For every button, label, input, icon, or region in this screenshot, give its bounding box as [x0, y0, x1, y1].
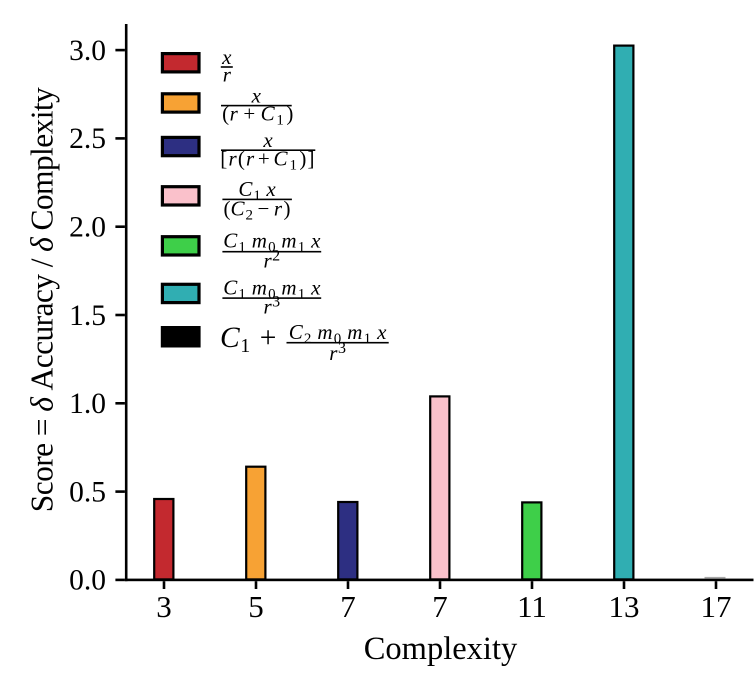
svg-text:2.5: 2.5	[69, 123, 106, 155]
svg-text:r2: r2	[263, 248, 280, 273]
svg-text:Complexity: Complexity	[364, 631, 518, 667]
svg-text:x: x	[251, 84, 262, 108]
svg-text:x: x	[262, 128, 273, 152]
svg-text:C1x: C1 x	[238, 177, 276, 204]
svg-text:0.5: 0.5	[69, 476, 106, 508]
svg-text:x: x	[221, 45, 232, 69]
svg-text:(C2−r): (C2− r)	[223, 197, 290, 224]
svg-text:1.5: 1.5	[69, 300, 106, 332]
svg-text:C1+: C1 +	[220, 322, 276, 357]
svg-text:7: 7	[432, 589, 448, 624]
svg-text:17: 17	[701, 589, 732, 624]
svg-text:13: 13	[609, 589, 640, 624]
svg-text:5: 5	[248, 589, 264, 624]
svg-text:r3: r3	[329, 340, 346, 365]
svg-text:7: 7	[340, 589, 356, 624]
svg-text:0.0: 0.0	[69, 565, 106, 597]
svg-text:3: 3	[156, 589, 172, 624]
svg-text:[r(r+C1)]: [r(r + C1)]	[220, 147, 316, 174]
svg-text:r3: r3	[263, 294, 280, 319]
svg-text:Score = δ Accuracy / δ Complex: Score = δ Accuracy / δ Complexity	[25, 87, 60, 512]
svg-text:r: r	[223, 63, 232, 87]
svg-text:11: 11	[517, 589, 547, 624]
svg-text:1.0: 1.0	[69, 388, 106, 420]
svg-text:2.0: 2.0	[69, 212, 106, 244]
svg-text:3.0: 3.0	[69, 35, 106, 67]
